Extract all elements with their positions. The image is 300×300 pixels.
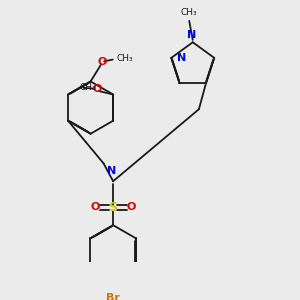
Text: O: O <box>97 58 106 68</box>
Text: O: O <box>92 84 102 94</box>
Text: O: O <box>91 202 100 212</box>
Text: N: N <box>187 30 196 40</box>
Text: CH₃: CH₃ <box>80 83 96 92</box>
Text: S: S <box>109 201 118 214</box>
Text: N: N <box>177 53 187 63</box>
Text: CH₃: CH₃ <box>181 8 197 17</box>
Text: N: N <box>106 167 116 176</box>
Text: O: O <box>126 202 136 212</box>
Text: CH₃: CH₃ <box>117 54 134 63</box>
Text: Br: Br <box>106 293 120 300</box>
